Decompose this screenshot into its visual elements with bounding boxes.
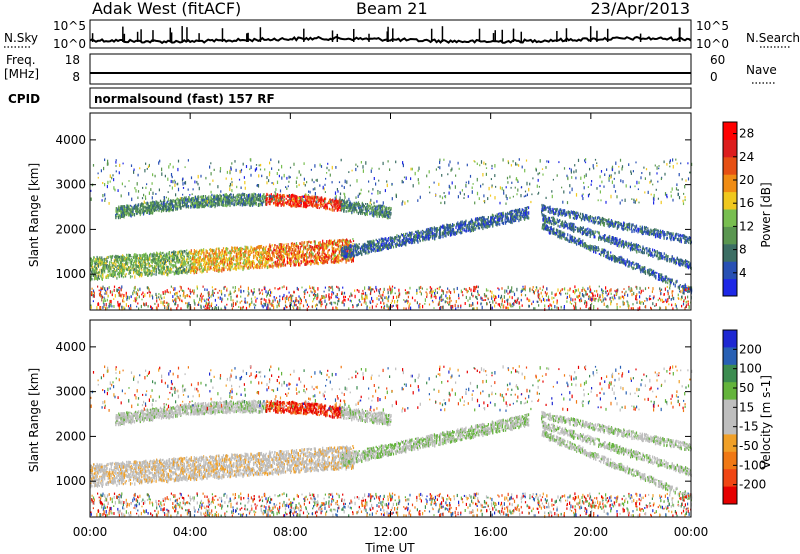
power-heatmap xyxy=(90,158,693,312)
cpid-label: CPID xyxy=(8,92,40,106)
velocity-colorbar-tick: -100 xyxy=(739,458,766,472)
noise-right-tick-bottom: 10^0 xyxy=(696,37,729,51)
x-axis-label: Time UT xyxy=(364,541,415,554)
ytick-label: 1000 xyxy=(55,474,86,488)
xtick-label: 08:00 xyxy=(273,525,308,539)
freq-unit-label: [MHz] xyxy=(4,67,39,81)
power-ylabel: Slant Range [km] xyxy=(27,163,41,267)
noise-panel xyxy=(89,19,692,49)
velocity-colorbar-tick: -200 xyxy=(739,478,766,492)
freq-label: Freq. xyxy=(6,53,36,67)
velocity-colorbar-tick: -50 xyxy=(739,439,759,453)
power-colorbar-tick: 24 xyxy=(739,150,754,164)
velocity-panel-frame xyxy=(89,319,692,518)
xtick-label: 00:00 xyxy=(73,525,108,539)
xtick-label: 16:00 xyxy=(473,525,508,539)
velocity-colorbar-tick: 50 xyxy=(739,381,754,395)
ytick-label: 3000 xyxy=(55,385,86,399)
freq-right-tick-bottom: 0 xyxy=(710,70,718,84)
velocity-colorbar-tick: 15 xyxy=(739,400,754,414)
noise-left-tick-top: 10^5 xyxy=(53,19,86,33)
freq-panel xyxy=(89,53,692,85)
noise-left-tick-bottom: 10^0 xyxy=(53,37,86,51)
velocity-ylabel: Slant Range [km] xyxy=(27,368,41,472)
date-title: 23/Apr/2013 xyxy=(590,0,690,18)
ytick-label: 1000 xyxy=(55,267,86,281)
freq-left-tick-bottom: 8 xyxy=(72,70,80,84)
xtick-label: 00:00 xyxy=(674,525,709,539)
cpid-text: normalsound (fast) 157 RF xyxy=(94,92,275,106)
nave-label: Nave xyxy=(746,63,777,77)
cpid-panel xyxy=(89,87,692,109)
power-colorbar-tick: 20 xyxy=(739,173,754,187)
nsearch-label: N.Search xyxy=(746,31,800,45)
freq-left-tick-top: 18 xyxy=(65,53,80,67)
velocity-colorbar-tick: 200 xyxy=(739,342,762,356)
ytick-label: 2000 xyxy=(55,429,86,443)
velocity-colorbar: 200 100 50 15 -15 -50 -100 -200 xyxy=(722,329,766,505)
power-colorbar-tick: 4 xyxy=(739,266,747,280)
velocity-colorbar-tick: -15 xyxy=(739,420,759,434)
velocity-heatmap xyxy=(90,365,693,519)
ytick-label: 4000 xyxy=(55,340,86,354)
power-colorbar: 4 8 12 16 20 24 28 xyxy=(722,121,754,297)
power-colorbar-tick: 16 xyxy=(739,196,754,210)
station-title: Adak West (fitACF) xyxy=(92,0,242,18)
freq-right-tick-top: 60 xyxy=(710,53,725,67)
noise-trace xyxy=(89,26,692,45)
ytick-label: 3000 xyxy=(55,178,86,192)
power-colorbar-tick: 12 xyxy=(739,219,754,233)
power-panel-frame xyxy=(89,112,692,311)
velocity-colorbar-label: Velocity [m s-1] xyxy=(759,375,773,469)
power-colorbar-label: Power [dB] xyxy=(759,182,773,247)
noise-right-tick-top: 10^5 xyxy=(696,19,729,33)
ytick-label: 4000 xyxy=(55,133,86,147)
nsky-label: N.Sky xyxy=(4,31,38,45)
ytick-label: 2000 xyxy=(55,222,86,236)
xtick-label: 04:00 xyxy=(173,525,208,539)
xtick-label: 12:00 xyxy=(373,525,408,539)
power-colorbar-tick: 28 xyxy=(739,127,754,141)
velocity-colorbar-tick: 100 xyxy=(739,362,762,376)
beam-title: Beam 21 xyxy=(356,0,428,18)
xtick-label: 20:00 xyxy=(574,525,609,539)
power-colorbar-tick: 8 xyxy=(739,243,747,257)
